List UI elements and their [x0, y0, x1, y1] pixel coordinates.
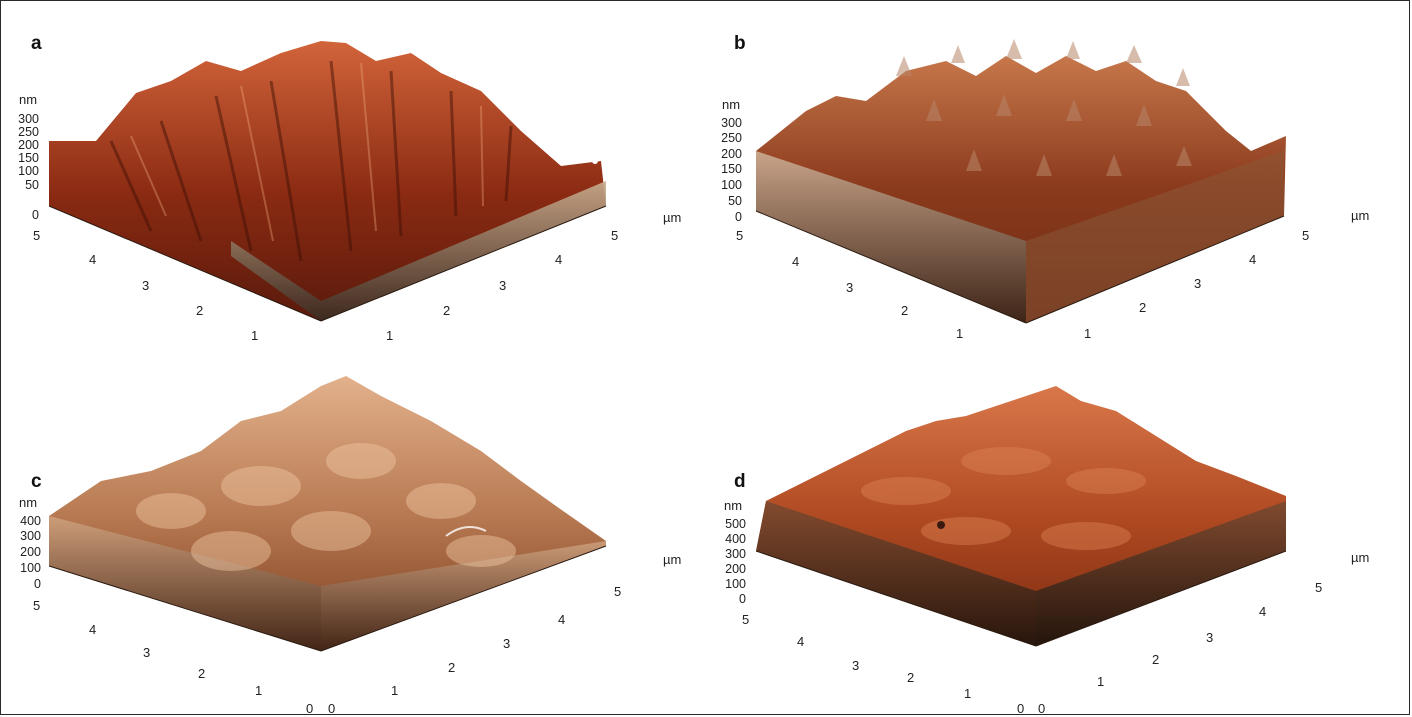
- z-tick-d: 400: [725, 532, 746, 546]
- z-tick-d: 500: [725, 517, 746, 531]
- panel-letter-d: d: [734, 471, 746, 492]
- right-axis-tick-c: 1: [391, 683, 399, 698]
- left-axis-tick-d: 5: [742, 612, 750, 627]
- right-axis-tick-c: 4: [558, 612, 566, 627]
- xy-unit-c: µm: [663, 552, 682, 567]
- z-tick-a: 150: [18, 151, 39, 165]
- right-axis-tick-a: 2: [443, 303, 451, 318]
- left-axis-tick-d: 2: [907, 670, 915, 685]
- z-tick-b: 0: [735, 210, 742, 224]
- right-axis-tick-b: 1: [1084, 326, 1092, 341]
- right-axis-tick-c: 5: [614, 584, 622, 599]
- z-tick-d: 300: [725, 547, 746, 561]
- right-axis-tick-d: 1: [1097, 674, 1105, 689]
- xy-unit-a: µm: [663, 210, 682, 225]
- right-axis-tick-d: 5: [1315, 580, 1323, 595]
- left-axis-tick-a: 4: [89, 252, 97, 267]
- z-unit-b: nm: [722, 97, 741, 112]
- z-unit-c: nm: [19, 495, 38, 510]
- z-tick-a: 100: [18, 164, 39, 178]
- right-axis-tick-a: 4: [555, 252, 563, 267]
- left-axis-tick-b: 1: [956, 326, 964, 341]
- z-tick-b: 100: [721, 178, 742, 192]
- z-tick-b: 300: [721, 116, 742, 130]
- panel-letter-c: c: [31, 471, 42, 492]
- left-axis-tick-b: 3: [846, 280, 854, 295]
- panel-letter-a: a: [31, 33, 42, 54]
- left-axis-tick-a: 1: [251, 328, 259, 343]
- right-axis-tick-b: 3: [1194, 276, 1202, 291]
- right-axis-tick-a: 5: [611, 228, 619, 243]
- left-axis-tick-c: 5: [33, 598, 41, 613]
- left-axis-tick-a: 3: [142, 278, 150, 293]
- z-tick-d: 200: [725, 562, 746, 576]
- z-tick-c: 0: [34, 577, 41, 591]
- z-tick-a: 200: [18, 138, 39, 152]
- z-unit-d: nm: [724, 498, 743, 513]
- afm-surface-c: [48, 376, 607, 652]
- xy-unit-b: µm: [1351, 208, 1370, 223]
- panel-letter-b: b: [734, 33, 746, 54]
- left-axis-tick-b: 2: [901, 303, 909, 318]
- right-axis-tick-b: 2: [1139, 300, 1147, 315]
- origin-tick-c: 0: [306, 701, 314, 716]
- z-tick-a: 250: [18, 125, 39, 139]
- z-tick-b: 250: [721, 131, 742, 145]
- right-axis-tick-a: 3: [499, 278, 507, 293]
- right-axis-tick-c: 2: [448, 660, 456, 675]
- left-axis-tick-d: 4: [797, 634, 805, 649]
- afm-panel-b: b nm 300 250 200 150 100 50 0 5 4 3 2 1 …: [706, 1, 1411, 341]
- left-axis-tick-d: 1: [964, 686, 972, 701]
- xy-unit-d: µm: [1351, 550, 1370, 565]
- afm-surface-a: [48, 41, 607, 322]
- left-axis-tick-c: 3: [143, 645, 151, 660]
- afm-panel-d: d nm 500 400 300 200 100 0 5 4 3 2 1 0 0…: [706, 341, 1411, 716]
- z-tick-c: 400: [20, 514, 41, 528]
- z-tick-a: 50: [25, 178, 39, 192]
- z-tick-b: 150: [721, 162, 742, 176]
- z-unit-a: nm: [19, 92, 38, 107]
- right-axis-tick-d: 2: [1152, 652, 1160, 667]
- z-tick-c: 300: [20, 529, 41, 543]
- right-axis-tick-d: 3: [1206, 630, 1214, 645]
- afm-surface-d: [755, 386, 1287, 647]
- afm-panel-c: c nm 400 300 200 100 0 5 4 3 2 1 0 0 1 2…: [1, 341, 701, 716]
- left-axis-tick-b: 5: [736, 228, 744, 243]
- right-axis-tick-b: 4: [1249, 252, 1257, 267]
- origin-tick-d: 0: [1017, 701, 1025, 716]
- left-axis-tick-c: 2: [198, 666, 206, 681]
- left-axis-tick-c: 1: [255, 683, 263, 698]
- z-tick-c: 100: [20, 561, 41, 575]
- right-axis-tick-b: 5: [1302, 228, 1310, 243]
- left-axis-tick-a: 2: [196, 303, 204, 318]
- left-axis-tick-a: 5: [33, 228, 41, 243]
- left-axis-tick-b: 4: [792, 254, 800, 269]
- origin-tick-d: 0: [1038, 701, 1046, 716]
- z-tick-b: 200: [721, 147, 742, 161]
- right-axis-tick-d: 4: [1259, 604, 1267, 619]
- left-axis-tick-d: 3: [852, 658, 860, 673]
- right-axis-tick-c: 3: [503, 636, 511, 651]
- z-tick-d: 0: [739, 592, 746, 606]
- origin-tick-c: 0: [328, 701, 336, 716]
- z-tick-a: 300: [18, 112, 39, 126]
- z-tick-d: 100: [725, 577, 746, 591]
- right-axis-tick-a: 1: [386, 328, 394, 343]
- z-tick-a: 0: [32, 208, 39, 222]
- z-tick-b: 50: [728, 194, 742, 208]
- z-tick-c: 200: [20, 545, 41, 559]
- afm-panel-a: a nm 300 250 200 150 100 50 0 5 4 3 2 1 …: [1, 1, 701, 343]
- left-axis-tick-c: 4: [89, 622, 97, 637]
- afm-surface-b: [755, 39, 1286, 324]
